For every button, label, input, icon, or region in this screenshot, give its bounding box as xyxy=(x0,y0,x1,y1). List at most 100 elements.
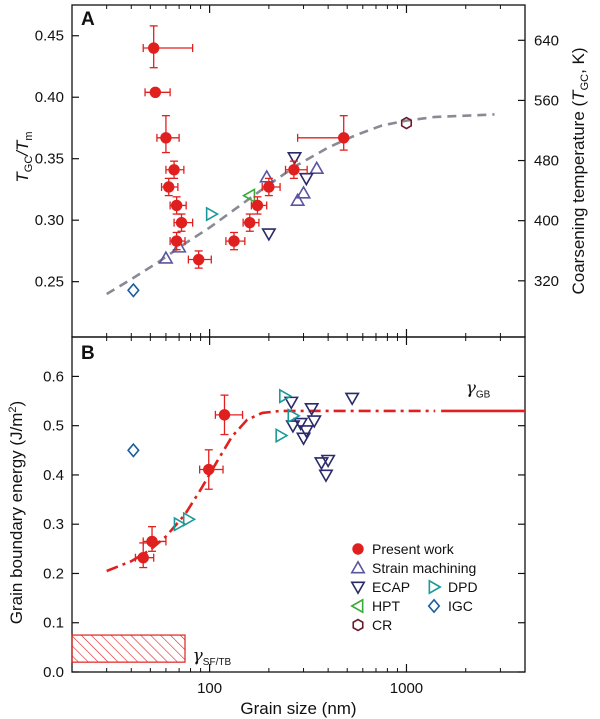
data-point xyxy=(261,228,277,242)
data-point xyxy=(259,169,275,183)
y2-label-pre: Coarsening temperature ( xyxy=(569,100,588,294)
data-point xyxy=(304,402,320,417)
legend-label: Strain machining xyxy=(372,560,476,576)
data-point xyxy=(298,172,314,187)
y-axis-title-b: Grain boundary energy (J/m2) xyxy=(7,401,26,624)
y2-label-sub: GC xyxy=(579,74,591,91)
legend-marker xyxy=(352,618,364,632)
panel-a: 0.250.300.350.400.45320400480560640ATGC/… xyxy=(13,4,591,338)
data-point xyxy=(400,116,413,130)
gamma-sub: GB xyxy=(476,390,491,401)
series-ecap xyxy=(283,392,360,483)
x-axis-title: Grain size (nm) xyxy=(240,699,356,718)
y-tick-label: 0.0 xyxy=(43,664,64,681)
data-point xyxy=(293,417,309,432)
series-present-work xyxy=(134,394,244,569)
legend-label: HPT xyxy=(372,598,400,614)
ylabel-b: Grain boundary energy (J/m xyxy=(7,413,26,625)
y-tick-label: 0.5 xyxy=(43,418,64,435)
data-point xyxy=(285,420,301,434)
series-igc xyxy=(127,442,140,458)
data-point xyxy=(127,442,140,458)
data-point xyxy=(127,282,140,298)
data-point xyxy=(288,164,300,176)
data-point xyxy=(149,86,162,99)
data-point xyxy=(283,396,299,410)
data-point xyxy=(170,199,183,212)
data-point xyxy=(275,427,289,444)
data-point xyxy=(228,235,240,247)
series-ecap xyxy=(261,152,314,242)
y-tick-label: 0.1 xyxy=(43,615,64,632)
y2-tick-label: 640 xyxy=(534,32,559,49)
ylabel-b-end: ) xyxy=(7,401,26,407)
data-point xyxy=(344,392,360,406)
data-point xyxy=(168,164,180,176)
series-strain-machining xyxy=(158,160,325,264)
gamma-gb-label: γGB xyxy=(466,379,491,401)
data-point xyxy=(205,206,220,222)
ylabel-sub: GC xyxy=(23,156,35,173)
data-point xyxy=(279,388,293,404)
ylabel-sub: m xyxy=(23,131,35,140)
legend-marker xyxy=(427,598,441,614)
series-dpd xyxy=(205,206,220,222)
data-point xyxy=(298,425,314,439)
data-point xyxy=(170,235,183,247)
y-tick-label: 0.2 xyxy=(43,565,64,582)
sf-tb-hatched-box xyxy=(71,634,186,663)
data-point xyxy=(251,199,264,212)
data-point xyxy=(309,160,325,174)
legend-marker xyxy=(350,560,366,574)
panel-label-a: A xyxy=(81,9,95,30)
gamma-symbol: γ xyxy=(193,646,204,666)
data-point xyxy=(173,516,187,532)
y-axis-title-a: TGC/Tm xyxy=(13,131,35,182)
y2-label-post: , K) xyxy=(569,47,588,73)
y-tick-label: 0.35 xyxy=(35,151,64,168)
legend: Present work Strain machining ECAP DPD HPT IG… xyxy=(350,541,478,633)
panel-b: 0.0 0.1 0.2 0.3 0.4 0.5 0.6 100 1000 Grain size (… xyxy=(7,336,526,718)
data-point xyxy=(146,535,158,548)
y-tick-label: 0.6 xyxy=(43,368,64,385)
y-tick-label: 0.40 xyxy=(35,89,64,106)
gamma-sub: SF/TB xyxy=(203,657,232,668)
data-point xyxy=(320,454,336,468)
y2-tick-label: 400 xyxy=(534,213,559,230)
data-point xyxy=(218,409,231,421)
data-point xyxy=(147,42,160,54)
legend-label: IGC xyxy=(448,598,473,614)
legend-marker xyxy=(352,543,364,555)
data-point xyxy=(175,216,188,229)
series-present-work xyxy=(142,25,350,269)
data-point xyxy=(318,469,334,483)
data-point xyxy=(160,132,172,144)
ylabel-t: T xyxy=(13,171,32,183)
x-tick-label: 100 xyxy=(197,680,222,697)
legend-marker xyxy=(428,579,442,595)
series-igc xyxy=(127,282,140,298)
y-tick-label: 0.4 xyxy=(43,467,64,484)
data-point xyxy=(338,132,350,144)
y2-tick-label: 480 xyxy=(534,153,559,170)
legend-label: DPD xyxy=(448,579,478,595)
y2-tick-label: 320 xyxy=(534,273,559,290)
data-point xyxy=(287,408,301,424)
legend-marker xyxy=(350,598,364,614)
ylabel-b-sup: 2 xyxy=(7,406,19,412)
x-tick-label: 1000 xyxy=(390,680,423,697)
data-point xyxy=(306,415,322,429)
data-point xyxy=(163,181,175,193)
data-point xyxy=(203,463,215,476)
data-point xyxy=(192,253,205,266)
data-point xyxy=(295,185,312,199)
data-point xyxy=(290,192,306,206)
gamma-sftb-label: γSF/TB xyxy=(193,646,232,668)
y2-tick-label: 560 xyxy=(534,92,559,109)
data-point xyxy=(241,188,256,204)
series-cr xyxy=(400,116,413,130)
data-point xyxy=(244,216,256,229)
y-tick-label: 0.3 xyxy=(43,516,64,533)
data-point xyxy=(182,511,197,527)
